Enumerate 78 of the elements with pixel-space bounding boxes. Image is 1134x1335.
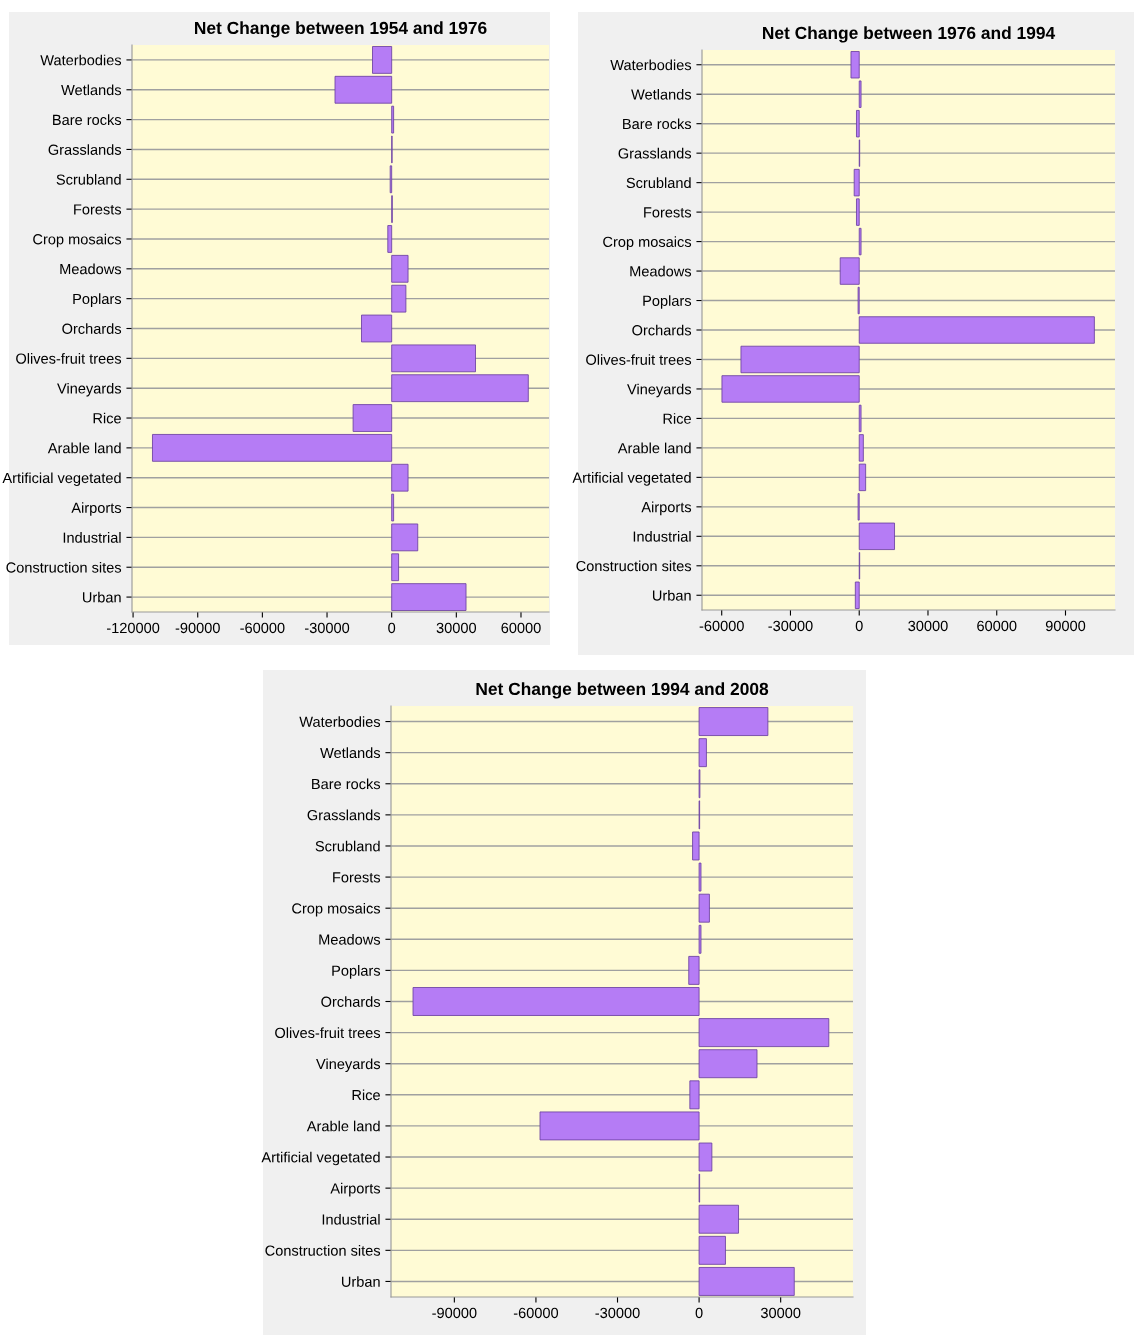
y-tick-label: Forests — [74, 204, 122, 215]
x-tick-label: -30000 — [304, 622, 350, 634]
x-tick-label: 90000 — [1045, 620, 1086, 632]
x-tick-label: -30000 — [595, 1307, 640, 1319]
y-tick-label: Crop mosaics — [33, 233, 122, 248]
chart-title: Net Change between 1994 and 2008 — [476, 682, 769, 699]
y-tick-label: Scrubland — [626, 177, 691, 189]
y-tick-label: Vineyards — [316, 1058, 381, 1073]
y-tick-label: Urban — [652, 589, 691, 601]
x-tick-label: 0 — [388, 622, 396, 634]
y-tick-label: Bare rocks — [53, 114, 122, 126]
y-tick-label: Rice — [663, 413, 691, 424]
x-tick-label: -30000 — [768, 620, 813, 632]
y-tick-label: Vineyards — [627, 383, 692, 398]
y-tick-label: Airports — [71, 502, 122, 516]
x-tick-label: 0 — [855, 620, 863, 632]
y-tick-label: Wetlands — [61, 84, 122, 96]
x-tick-label: -120000 — [106, 622, 160, 634]
y-tick-label: Orchards — [632, 324, 692, 336]
y-tick-label: Airports — [641, 501, 692, 516]
y-tick-label: Meadows — [60, 263, 122, 275]
y-tick-label: Industrial — [633, 531, 691, 542]
y-tick-label: Bare rocks — [312, 778, 381, 790]
y-tick-label: Forests — [333, 872, 381, 883]
x-tick-label: -90000 — [432, 1307, 477, 1319]
y-tick-label: Olives-fruit trees — [275, 1027, 381, 1039]
x-tick-label: -60000 — [240, 622, 285, 634]
y-tick-label: Orchards — [62, 323, 122, 334]
y-tick-label: Construction sites — [265, 1245, 381, 1256]
y-tick-label: Grasslands — [48, 144, 122, 155]
y-tick-label: Meadows — [630, 265, 692, 277]
y-tick-label: Arable land — [47, 442, 121, 454]
y-tick-label: Construction sites — [576, 560, 692, 572]
y-tick-label: Bare rocks — [623, 118, 692, 130]
y-tick-label: Rice — [352, 1089, 380, 1101]
y-tick-label: Waterbodies — [40, 54, 122, 66]
y-tick-label: Poplars — [332, 965, 381, 979]
x-tick-label: 30000 — [908, 620, 948, 632]
x-tick-label: 30000 — [436, 622, 477, 634]
x-tick-label: 60000 — [501, 622, 541, 634]
y-tick-label: Poplars — [643, 295, 692, 309]
y-tick-label: Scrubland — [315, 840, 380, 852]
x-tick-label: -60000 — [513, 1307, 559, 1319]
y-tick-label: Poplars — [73, 293, 122, 307]
y-tick-label: Vineyards — [57, 382, 122, 397]
y-tick-label: Airports — [330, 1182, 381, 1197]
y-tick-label: Forests — [644, 207, 692, 218]
y-tick-label: Grasslands — [307, 809, 381, 821]
x-tick-label: 60000 — [977, 620, 1017, 632]
y-tick-label: Olives-fruit trees — [586, 354, 692, 365]
y-tick-label: Arable land — [617, 442, 691, 454]
y-tick-label: Artificial vegetated — [2, 472, 121, 487]
y-tick-label: Industrial — [63, 532, 121, 543]
y-tick-label: Crop mosaics — [603, 236, 692, 250]
y-tick-label: Construction sites — [6, 561, 122, 573]
x-tick-label: -90000 — [175, 622, 220, 634]
y-tick-label: Urban — [341, 1276, 380, 1287]
y-tick-label: Orchards — [321, 996, 381, 1007]
y-tick-label: Artificial vegetated — [261, 1151, 380, 1166]
y-tick-label: Artificial vegetated — [572, 472, 691, 486]
y-tick-label: Rice — [93, 412, 121, 424]
chart-title: Net Change between 1954 and 1976 — [195, 21, 487, 38]
y-tick-label: Urban — [82, 591, 121, 603]
x-tick-label: 0 — [695, 1307, 703, 1319]
x-tick-label: 30000 — [760, 1307, 801, 1319]
y-tick-label: Olives-fruit trees — [16, 353, 122, 364]
y-tick-label: Wetlands — [320, 747, 381, 759]
y-tick-label: Grasslands — [618, 147, 692, 159]
y-tick-label: Wetlands — [631, 88, 692, 100]
chart-title: Net Change between 1976 and 1994 — [763, 26, 1056, 43]
y-tick-label: Waterbodies — [299, 716, 381, 727]
y-tick-label: Waterbodies — [610, 59, 692, 71]
y-tick-label: Arable land — [306, 1120, 380, 1132]
y-tick-label: Crop mosaics — [292, 902, 381, 917]
y-tick-label: Scrubland — [56, 174, 121, 185]
x-tick-label: -60000 — [699, 620, 744, 632]
y-tick-label: Meadows — [319, 934, 381, 945]
y-tick-label: Industrial — [322, 1213, 380, 1225]
